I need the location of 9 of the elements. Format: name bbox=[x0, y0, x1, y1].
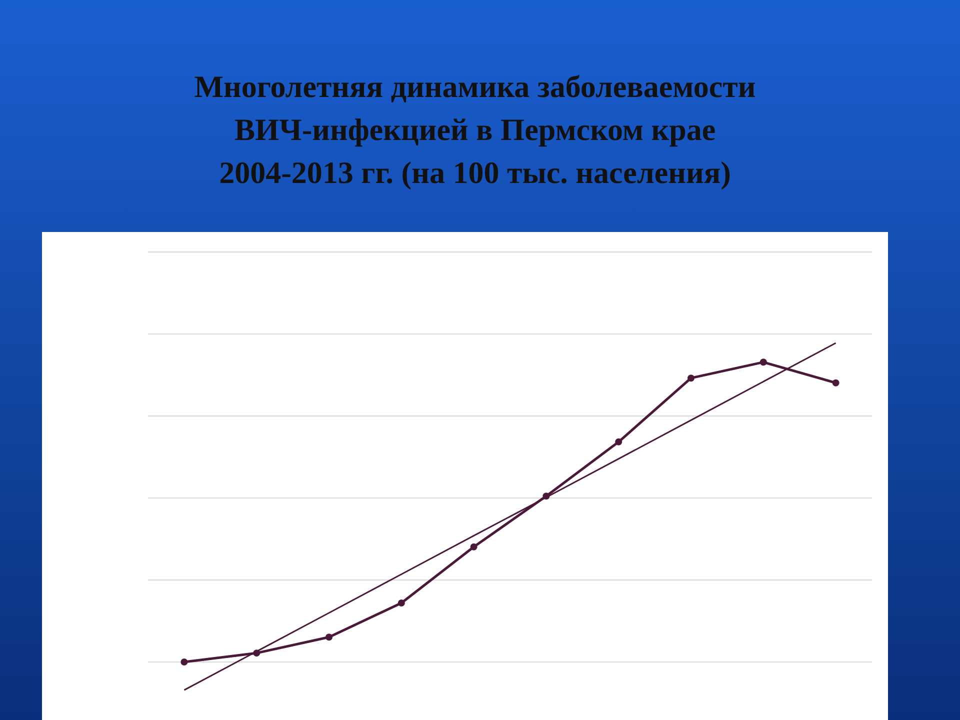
point bbox=[615, 438, 622, 446]
point bbox=[688, 374, 694, 382]
point bbox=[760, 358, 767, 366]
point bbox=[470, 543, 478, 550]
point bbox=[398, 599, 405, 606]
chart-title: Многолетняя динамика заболеваемости ВИЧ-инфекцией в Пермском крае 2004-2013 гг. (на 100 тыс. населения) bbox=[194, 69, 756, 190]
point bbox=[832, 379, 840, 386]
point bbox=[326, 634, 332, 641]
point bbox=[180, 658, 188, 666]
